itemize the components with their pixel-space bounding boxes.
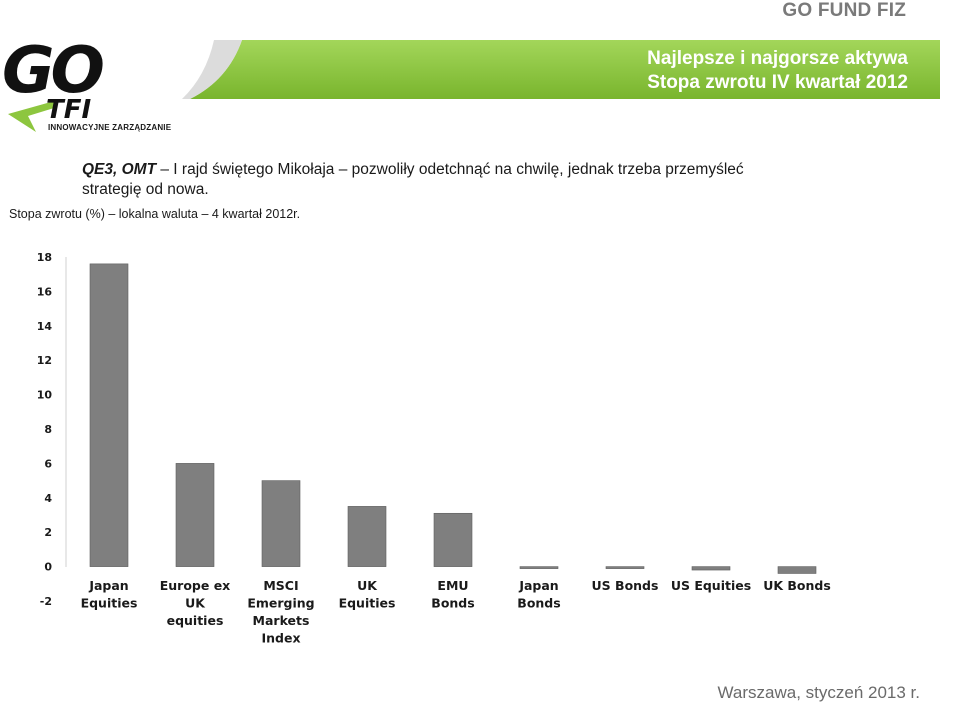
bar	[175, 463, 215, 567]
x-category-label: Europe ex	[160, 578, 231, 593]
x-category-label: EMU	[437, 578, 468, 593]
title-banner	[182, 40, 940, 99]
banner-shape	[190, 40, 940, 99]
x-category-label: Equities	[81, 596, 138, 611]
headline-text: – I rajd świętego Mikołaja – pozwoliły o…	[82, 161, 744, 198]
banner-title-line1: Najlepsze i najgorsze aktywa	[647, 48, 908, 69]
y-tick-label: 2	[44, 526, 52, 539]
x-category-label: Index	[261, 631, 300, 646]
x-category-label: UK	[185, 596, 206, 611]
y-tick-label: 0	[44, 561, 52, 574]
x-category-label: MSCI	[263, 578, 298, 593]
chart-caption: Stopa zwrotu (%) – lokalna waluta – 4 kw…	[9, 207, 301, 221]
y-tick-label: 16	[37, 285, 53, 298]
logo-tfi-text: TFI	[46, 95, 91, 125]
logo-go-text: GO	[2, 34, 104, 108]
banner-title-line2: Stopa zwrotu IV kwartał 2012	[647, 72, 908, 93]
go-tfi-logo: GO TFI	[2, 34, 108, 132]
banner-shadow	[182, 40, 242, 99]
bar	[347, 506, 387, 567]
bar	[605, 566, 645, 569]
x-category-label: Markets	[253, 613, 310, 628]
x-category-label: UK Bonds	[763, 578, 831, 593]
x-category-label: US Bonds	[592, 578, 659, 593]
bar	[89, 263, 129, 567]
headline-bold: QE3, OMT	[82, 161, 157, 178]
bar	[433, 512, 473, 567]
y-tick-label: 14	[37, 320, 53, 333]
headline: QE3, OMT – I rajd świętego Mikołaja – po…	[82, 160, 802, 200]
banner-title: Najlepsze i najgorsze aktywa Stopa zwrot…	[647, 47, 908, 95]
y-tick-label: 4	[44, 492, 52, 505]
bar	[777, 566, 817, 574]
bar	[691, 566, 731, 571]
x-category-label: Bonds	[517, 596, 560, 611]
footer-date: Warszawa, styczeń 2013 r.	[717, 683, 920, 702]
y-tick-label: 12	[37, 354, 52, 367]
y-tick-label: 18	[37, 251, 52, 264]
x-category-label: US Equities	[671, 578, 751, 593]
y-tick-label: 6	[44, 457, 52, 470]
y-tick-label: -2	[40, 595, 52, 608]
x-category-label: Japan	[88, 578, 128, 593]
x-category-label: Bonds	[431, 596, 474, 611]
bar	[261, 480, 301, 567]
logo-arrow-icon	[8, 100, 58, 132]
bar	[519, 566, 559, 569]
x-category-label: UK	[357, 578, 378, 593]
x-category-label: Emerging	[247, 596, 314, 611]
logo-tagline: INNOWACYJNE ZARZĄDZANIE	[48, 123, 172, 132]
y-tick-label: 10	[37, 389, 53, 402]
x-category-label: Equities	[339, 596, 396, 611]
brand-name: GO FUND FIZ	[782, 0, 906, 21]
x-category-label: equities	[167, 613, 224, 628]
x-category-label: Japan	[518, 578, 558, 593]
y-tick-label: 8	[44, 423, 52, 436]
